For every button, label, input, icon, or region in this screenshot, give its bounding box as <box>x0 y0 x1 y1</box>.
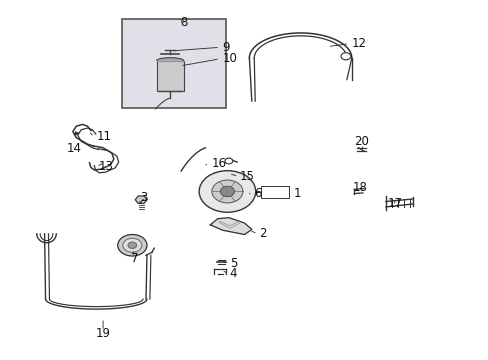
Circle shape <box>220 186 234 197</box>
Circle shape <box>224 158 232 164</box>
Text: 17: 17 <box>387 197 402 210</box>
Text: 2: 2 <box>259 226 266 239</box>
Text: 12: 12 <box>351 37 366 50</box>
Text: 14: 14 <box>66 142 81 155</box>
Circle shape <box>340 53 350 60</box>
Text: 9: 9 <box>222 41 229 54</box>
Text: 11: 11 <box>96 130 111 144</box>
Text: 3: 3 <box>140 191 147 204</box>
Text: 1: 1 <box>293 187 300 200</box>
Polygon shape <box>135 196 147 203</box>
Text: 18: 18 <box>352 181 367 194</box>
Text: 7: 7 <box>130 252 138 265</box>
Circle shape <box>122 238 142 252</box>
Text: 20: 20 <box>353 135 368 148</box>
Text: 16: 16 <box>211 157 226 170</box>
Text: 13: 13 <box>98 160 113 173</box>
Text: 8: 8 <box>180 17 187 30</box>
Circle shape <box>118 234 147 256</box>
Text: 15: 15 <box>239 170 254 183</box>
Circle shape <box>211 180 243 203</box>
Circle shape <box>128 242 137 248</box>
Text: 10: 10 <box>222 52 237 65</box>
Text: 4: 4 <box>229 267 237 280</box>
Bar <box>122 19 226 108</box>
Text: 5: 5 <box>229 257 237 270</box>
Bar <box>261 186 289 198</box>
Text: 6: 6 <box>254 187 261 200</box>
Circle shape <box>199 171 255 212</box>
Text: 19: 19 <box>95 327 110 340</box>
Bar <box>157 60 183 91</box>
Polygon shape <box>210 218 251 234</box>
